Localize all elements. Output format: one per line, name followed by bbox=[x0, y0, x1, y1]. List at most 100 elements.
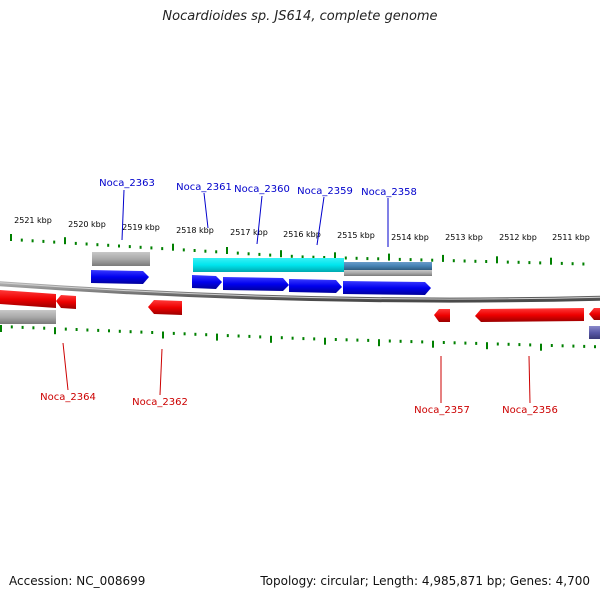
scale-minor-tick-lower bbox=[302, 337, 305, 341]
scale-tick-label: 2520 kbp bbox=[68, 220, 106, 229]
scale-minor-tick-lower bbox=[194, 332, 197, 336]
scale-minor-tick bbox=[463, 259, 466, 263]
gene-label-noca-2364[interactable]: Noca_2364 bbox=[40, 392, 96, 403]
scale-major-tick-lower bbox=[378, 339, 380, 347]
scale-tick-label: 2516 kbp bbox=[283, 230, 321, 239]
scale-minor-tick bbox=[247, 252, 250, 256]
gene-bar-grey-lower[interactable] bbox=[0, 310, 56, 324]
scale-minor-tick bbox=[31, 239, 34, 243]
scale-minor-tick-lower bbox=[367, 338, 370, 342]
gene-label-noca-2357[interactable]: Noca_2357 bbox=[414, 405, 470, 416]
leader-line-noca-2360 bbox=[256, 195, 263, 245]
scale-minor-tick-lower bbox=[43, 326, 46, 330]
scale-tick-label: 2511 kbp bbox=[552, 233, 590, 242]
genome-backbone bbox=[0, 281, 600, 303]
gene-arrow-noca-2358[interactable] bbox=[343, 281, 431, 295]
gene-label-noca-2362[interactable]: Noca_2362 bbox=[132, 397, 188, 408]
gene-arrow-noca-2363[interactable] bbox=[91, 270, 149, 284]
scale-major-tick bbox=[64, 237, 66, 245]
scale-minor-tick bbox=[128, 245, 131, 249]
scale-major-tick bbox=[10, 234, 12, 241]
page-title: Nocardioides sp. JS614, complete genome bbox=[162, 9, 438, 24]
scale-minor-tick bbox=[139, 245, 142, 249]
scale-minor-tick bbox=[431, 258, 434, 262]
gene-arrow-noca-2361[interactable] bbox=[192, 275, 222, 289]
gene-label-noca-2358[interactable]: Noca_2358 bbox=[361, 187, 417, 198]
scale-minor-tick-lower bbox=[475, 341, 478, 345]
scale-minor-tick bbox=[236, 251, 239, 255]
scale-tick-label: 2513 kbp bbox=[445, 233, 483, 242]
scale-minor-tick bbox=[150, 246, 153, 250]
gene-arrow-noca-2362[interactable] bbox=[148, 300, 182, 315]
scale-major-tick bbox=[442, 254, 444, 262]
gene-arrow-noca-2357[interactable] bbox=[434, 309, 450, 322]
scale-major-tick-lower bbox=[216, 333, 218, 341]
scale-major-tick-lower bbox=[0, 325, 2, 332]
genome-backbone-highlight bbox=[0, 282, 600, 300]
scale-minor-tick bbox=[118, 244, 120, 248]
gene-label-noca-2361[interactable]: Noca_2361 bbox=[176, 182, 232, 193]
scale-minor-tick-lower bbox=[75, 328, 78, 331]
scale-minor-tick bbox=[528, 261, 531, 265]
scale-minor-tick bbox=[258, 252, 261, 256]
scale-tick-label: 2518 kbp bbox=[176, 226, 214, 235]
gene-arrow-noca-2356[interactable] bbox=[475, 308, 584, 322]
scale-minor-tick bbox=[420, 258, 423, 262]
accession-label: Accession: NC_008699 bbox=[9, 574, 146, 588]
scale-minor-tick bbox=[323, 256, 326, 259]
scale-tick-label: 2514 kbp bbox=[391, 233, 429, 242]
gene-label-noca-2359[interactable]: Noca_2359 bbox=[297, 186, 353, 197]
gene-bar-lavender[interactable] bbox=[589, 326, 600, 339]
scale-minor-tick-lower bbox=[64, 327, 67, 331]
scale-minor-tick bbox=[301, 255, 304, 259]
scale-tick-label: 2512 kbp bbox=[499, 233, 537, 242]
gene-arrow-noca-2359[interactable] bbox=[289, 279, 342, 293]
scale-tick-label: 2521 kbp bbox=[14, 216, 52, 225]
gene-bar-grey-upper[interactable] bbox=[92, 252, 150, 266]
gene-label-noca-2356[interactable]: Noca_2356 bbox=[502, 405, 558, 416]
gene-arrow-red-right-edge[interactable] bbox=[589, 308, 600, 320]
leader-layer bbox=[62, 189, 531, 404]
scale-minor-tick bbox=[85, 242, 88, 246]
gene-bar-grey-steel-under[interactable] bbox=[344, 270, 432, 276]
genome-summary: Topology: circular; Length: 4,985,871 bp… bbox=[260, 574, 590, 588]
scale-minor-tick bbox=[161, 247, 164, 251]
scale-minor-tick-lower bbox=[291, 336, 294, 340]
scale-minor-tick-lower bbox=[442, 341, 445, 344]
scale-minor-tick-lower bbox=[561, 344, 564, 348]
gene-label-noca-2360[interactable]: Noca_2360 bbox=[234, 184, 290, 195]
gene-layer[interactable] bbox=[0, 252, 600, 339]
scale-minor-tick bbox=[74, 241, 77, 245]
gene-bar-cyan-noca-2361-2359[interactable] bbox=[193, 258, 344, 272]
scale-minor-tick-lower bbox=[140, 330, 143, 334]
scale-minor-tick-lower bbox=[183, 332, 186, 336]
scale-minor-tick bbox=[582, 262, 585, 266]
scale-minor-tick-lower bbox=[583, 344, 586, 348]
scale-minor-tick bbox=[517, 260, 520, 264]
gene-arrow-noca-2360[interactable] bbox=[223, 277, 289, 291]
scale-minor-tick bbox=[377, 257, 380, 261]
gene-arrow-red-left-long[interactable] bbox=[0, 290, 56, 308]
scale-major-tick bbox=[334, 252, 336, 260]
scale-major-tick-lower bbox=[54, 327, 56, 335]
scale-minor-tick-lower bbox=[464, 341, 467, 345]
scale-minor-tick bbox=[107, 243, 110, 247]
scale-minor-tick-lower bbox=[453, 341, 456, 345]
scale-major-tick-lower bbox=[324, 337, 326, 345]
scale-minor-tick-lower bbox=[594, 345, 596, 349]
scale-minor-tick bbox=[485, 260, 488, 263]
scale-minor-tick-lower bbox=[237, 334, 240, 338]
scale-major-tick-lower bbox=[270, 335, 272, 343]
scale-minor-tick bbox=[269, 253, 272, 257]
gene-bar-steelblue[interactable] bbox=[344, 262, 432, 270]
scale-minor-tick-lower bbox=[410, 340, 413, 344]
gene-label-noca-2363[interactable]: Noca_2363 bbox=[99, 178, 155, 189]
leader-line-noca-2361 bbox=[203, 192, 209, 229]
scale-major-tick bbox=[550, 257, 552, 265]
leader-line-noca-2356 bbox=[528, 355, 531, 404]
scale-major-tick-lower bbox=[486, 342, 488, 350]
gene-arrow-noca-2364[interactable] bbox=[56, 295, 76, 309]
scale-minor-tick bbox=[204, 249, 207, 253]
